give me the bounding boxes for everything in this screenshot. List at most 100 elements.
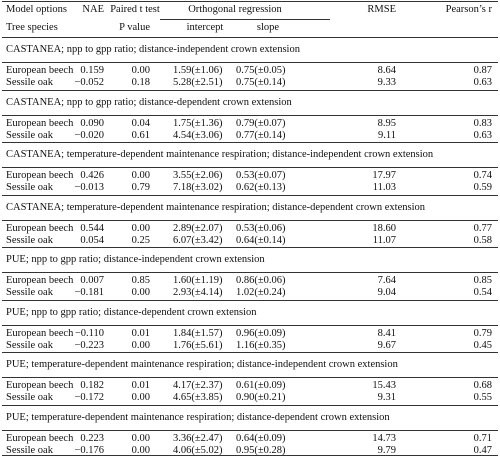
species-cell: Sessile oak [6, 392, 53, 403]
value-cell: 1.02(±0.24) [236, 287, 286, 298]
header-cell: slope [256, 22, 280, 33]
species-cell: European beech [6, 170, 74, 181]
value-cell: 8.41 [377, 327, 396, 339]
rule [2, 299, 498, 301]
value-cell: 1.60(±1.19) [173, 275, 223, 286]
species-cell: Sessile oak [6, 77, 53, 88]
value-cell: 2.89(±2.07) [173, 222, 223, 234]
group-title: CASTANEA; temperature-dependent maintena… [6, 201, 426, 213]
value-cell: 0.62(±0.13) [236, 182, 286, 193]
value-cell: −0.181 [74, 287, 104, 298]
rule [2, 62, 498, 63]
value-cell: 2.93(±4.14) [173, 287, 223, 298]
value-cell: 4.17(±2.37) [173, 380, 223, 391]
value-cell: 1.84(±1.57) [173, 327, 223, 339]
value-cell: 0.182 [80, 380, 104, 391]
value-cell: 0.74 [473, 170, 492, 181]
value-cell: 0.63 [473, 77, 492, 88]
value-cell: 0.53(±0.07) [236, 170, 286, 181]
header-cell: intercept [186, 22, 224, 33]
species-cell: European beech [6, 117, 74, 129]
value-cell: 0.58 [473, 234, 492, 246]
rule [2, 429, 498, 431]
header-cell: Model options [6, 4, 67, 15]
value-cell: 18.60 [372, 222, 396, 234]
value-cell: 0.054 [80, 234, 104, 246]
value-cell: −0.020 [74, 129, 104, 141]
rule [2, 377, 498, 378]
value-cell: 0.18 [131, 77, 150, 88]
group-title: CASTANEA; npp to gpp ratio; distance-dep… [6, 96, 292, 108]
rule [2, 247, 498, 248]
value-cell: 0.00 [131, 392, 150, 403]
group-title: PUE; npp to gpp ratio; distance-dependen… [6, 306, 257, 318]
rule [2, 219, 498, 221]
header-cell: NAE [82, 4, 104, 15]
value-cell: 6.07(±3.42) [173, 234, 223, 246]
value-cell: 0.87 [473, 65, 492, 76]
value-cell: 0.00 [131, 444, 150, 456]
value-cell: 0.85 [131, 275, 150, 286]
value-cell: 8.95 [377, 117, 396, 129]
value-cell: 3.36(±2.47) [173, 432, 223, 444]
value-cell: 0.01 [131, 380, 150, 391]
value-cell: 0.55 [473, 392, 492, 403]
rule [2, 455, 498, 456]
header-cell: Tree species [6, 22, 58, 33]
species-cell: Sessile oak [6, 182, 53, 193]
species-cell: European beech [6, 327, 74, 339]
value-cell: 0.77 [473, 222, 492, 234]
group-title: PUE; temperature-dependent maintenance r… [6, 411, 390, 423]
value-cell: 0.544 [80, 222, 104, 234]
header-cell: Pearson’s r [445, 4, 492, 15]
value-cell: 9.79 [377, 444, 396, 456]
value-cell: 0.77(±0.14) [236, 129, 286, 141]
rule [2, 272, 498, 273]
value-cell: 8.64 [377, 65, 396, 76]
value-cell: 0.04 [131, 117, 150, 129]
value-cell: 17.97 [372, 170, 396, 181]
species-cell: Sessile oak [6, 444, 53, 456]
value-cell: 4.06(±5.02) [173, 444, 223, 456]
value-cell: 0.426 [80, 170, 104, 181]
value-cell: 4.54(±3.06) [173, 129, 223, 141]
group-title: CASTANEA; temperature-dependent maintena… [6, 149, 434, 160]
rule [2, 1, 498, 2]
value-cell: −0.013 [74, 182, 104, 193]
header-cell: P value [119, 22, 150, 33]
rule [2, 352, 498, 353]
value-cell: 0.90(±0.21) [236, 392, 286, 403]
value-cell: 7.18(±3.02) [173, 182, 223, 193]
value-cell: 9.04 [377, 287, 396, 298]
value-cell: 0.63 [473, 129, 492, 141]
rule [2, 194, 498, 196]
species-cell: European beech [6, 65, 74, 76]
value-cell: 0.090 [80, 117, 104, 129]
value-cell: −0.223 [74, 339, 104, 351]
group-title: PUE; temperature-dependent maintenance r… [6, 359, 398, 370]
value-cell: 4.65(±3.85) [173, 392, 223, 403]
value-cell: 0.59 [473, 182, 492, 193]
value-cell: 15.43 [372, 380, 396, 391]
value-cell: 0.47 [473, 444, 492, 456]
species-cell: Sessile oak [6, 129, 53, 141]
value-cell: 0.53(±0.06) [236, 222, 286, 234]
value-cell: 0.61(±0.09) [236, 380, 286, 391]
value-cell: 0.86(±0.06) [236, 275, 286, 286]
rule [2, 324, 498, 326]
value-cell: 0.79 [131, 182, 150, 193]
species-cell: European beech [6, 222, 74, 234]
group-title: CASTANEA; npp to gpp ratio; distance-ind… [6, 44, 300, 55]
value-cell: 11.03 [372, 182, 396, 193]
value-cell: 0.45 [473, 339, 492, 351]
value-cell: 9.67 [377, 339, 396, 351]
value-cell: 3.55(±2.06) [173, 170, 223, 181]
rule [2, 142, 498, 143]
value-cell: 9.11 [378, 129, 396, 141]
value-cell: 11.07 [372, 234, 396, 246]
species-cell: Sessile oak [6, 234, 53, 246]
value-cell: 1.75(±1.36) [173, 117, 223, 129]
value-cell: 0.00 [131, 170, 150, 181]
value-cell: −0.176 [74, 444, 104, 456]
